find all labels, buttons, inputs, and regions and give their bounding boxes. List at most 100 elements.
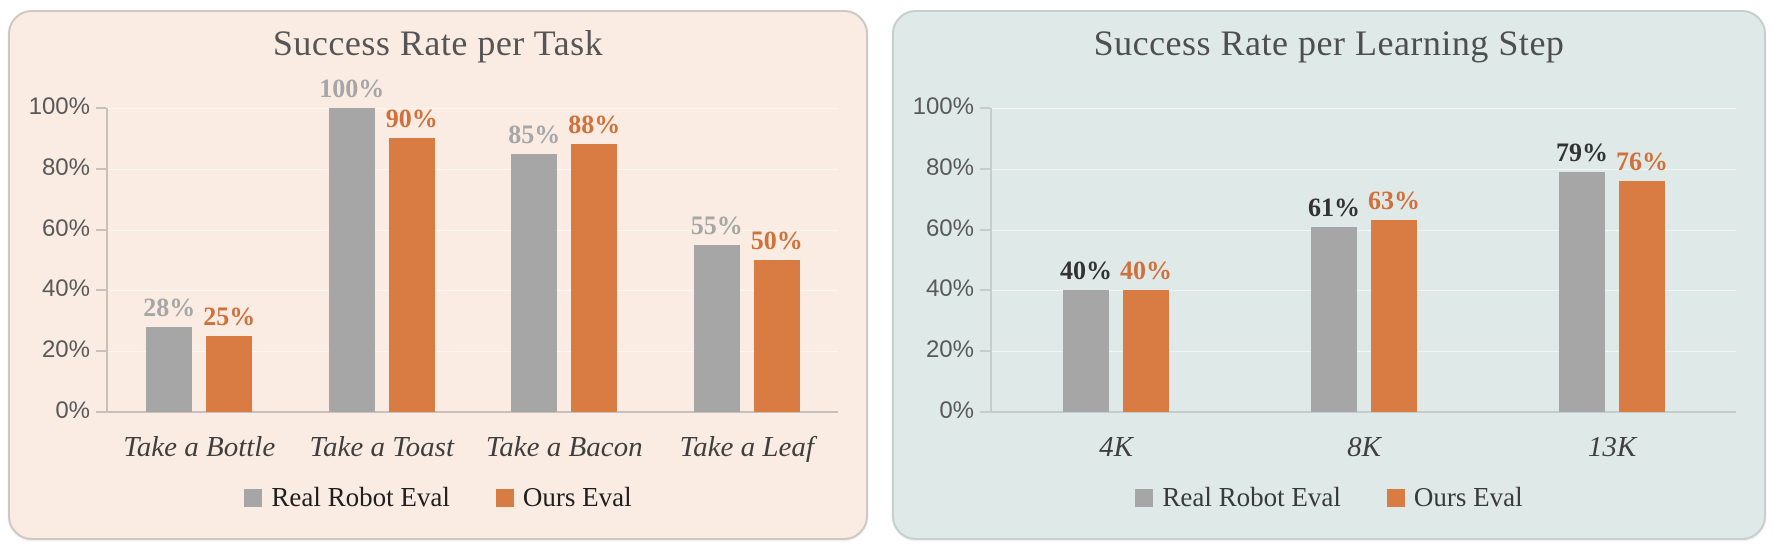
y-tick-mark: [96, 350, 106, 353]
bar-group-Take a Bottle: 28% 25%: [108, 108, 291, 412]
y-tick-label: 100%: [28, 93, 90, 120]
legend-label: Ours Eval: [1413, 482, 1523, 512]
legend-marker-icon: [1135, 488, 1154, 507]
bar-group-8K: 61% 63%: [1240, 108, 1488, 412]
y-tick-label: 100%: [912, 93, 974, 120]
y-tick-label: 0%: [55, 397, 90, 424]
bar-group-4K: 40% 40%: [992, 108, 1240, 412]
y-tick-mark: [980, 350, 990, 353]
chart-title: Success Rate per Learning Step: [1093, 23, 1565, 63]
success-rate-per-learning-step-chart: Success Rate per Learning Step 0% 20% 40% 6…: [892, 10, 1766, 540]
y-tick-label: 60%: [41, 214, 90, 242]
bar-real-robot-eval: 61%: [1308, 194, 1360, 412]
bar-ours-eval: 63%: [1368, 188, 1420, 412]
legend-label: Real Robot Eval: [1162, 482, 1341, 512]
category-label: 4K: [1099, 431, 1133, 463]
bar-ours-eval: 88%: [568, 112, 620, 412]
bar-real-robot-eval: 85%: [508, 121, 560, 412]
bar-value-label: 63%: [1368, 186, 1420, 216]
bar-value-label: 40%: [1120, 256, 1172, 286]
bar-group-13K: 79% 76%: [1488, 108, 1736, 412]
y-tick-mark: [96, 228, 106, 231]
bar-group-Take a Toast: 100% 90%: [291, 76, 474, 412]
category-label: 8K: [1347, 431, 1381, 463]
y-axis-line: [106, 108, 108, 412]
gridline-100%: [108, 108, 838, 109]
bar-value-label: 61%: [1308, 192, 1360, 222]
bar-real-robot-eval: 28%: [143, 294, 195, 412]
bar-value-label: 50%: [750, 226, 803, 255]
bar-group-Take a Bacon: 85% 88%: [473, 108, 656, 412]
plot-area: 0% 20% 40% 60% 80% 100% 40% 40% 61% 63% 79% 76%: [913, 93, 1736, 424]
legend-label: Ours Eval: [522, 482, 632, 512]
x-axis-category-labels: Take a Bottle Take a Toast Take a Bacon Tak…: [108, 426, 838, 468]
bar-ours-eval: 50%: [751, 228, 803, 412]
bar-value-label: 85%: [508, 119, 561, 149]
legend-label: Real Robot Eval: [271, 482, 450, 512]
bar-value-label: 28%: [143, 292, 196, 322]
y-tick-label: 40%: [41, 275, 90, 303]
y-tick-label: 80%: [925, 153, 974, 181]
y-tick-mark: [980, 228, 990, 231]
plot-area: 0% 20% 40% 60% 80% 100% 28% 25% 100% 90% 85% 88% 55%…: [29, 76, 839, 424]
y-tick-mark: [980, 289, 990, 292]
y-tick-mark: [96, 107, 106, 109]
bar-real-robot-eval: 100%: [319, 76, 384, 412]
success-rate-per-task-chart: Success Rate per Task 0% 20% 40% 60% 80% 100%…: [8, 10, 868, 540]
gridline-80%: [992, 168, 1736, 170]
category-label: Take a Leaf: [679, 431, 814, 463]
bar-value-label: 100%: [319, 74, 385, 103]
legend-marker-icon: [1386, 488, 1405, 507]
x-axis-category-labels: 4K 8K 13K: [992, 426, 1736, 468]
y-tick-label: 0%: [939, 397, 974, 424]
y-tick-label: 20%: [41, 336, 90, 364]
bar-value-label: 79%: [1556, 137, 1608, 167]
bar-group-container: 40% 40% 61% 63% 79% 76%: [992, 108, 1736, 412]
legend: Real Robot Eval Ours Eval: [10, 484, 866, 511]
bar-ours-eval: 76%: [1616, 148, 1668, 412]
category-label: Take a Bottle: [123, 431, 276, 463]
gridline-20%: [108, 351, 838, 353]
bar-value-label: 90%: [385, 104, 438, 134]
y-tick-mark: [96, 167, 106, 170]
bar-ours-eval: 40%: [1120, 258, 1172, 412]
x-axis-line: [990, 411, 1736, 413]
category-label: Take a Toast: [309, 431, 455, 463]
category-label: Take a Bacon: [485, 431, 643, 463]
gridline-20%: [992, 351, 1736, 353]
bar-value-label: 88%: [568, 110, 621, 140]
category-label: 13K: [1587, 431, 1637, 463]
y-tick-mark: [980, 107, 990, 109]
gridline-40%: [992, 290, 1736, 292]
y-tick-mark: [980, 167, 990, 170]
legend-entry-ours-eval: Ours Eval: [495, 482, 632, 512]
bar-value-label: 25%: [203, 302, 256, 331]
y-axis-line: [990, 108, 992, 412]
legend-marker-icon: [244, 488, 263, 507]
bar-ours-eval: 25%: [203, 304, 255, 412]
gridline-40%: [108, 290, 838, 292]
legend-marker-icon: [495, 488, 514, 507]
bar-value-label: 40%: [1060, 256, 1112, 286]
gridline-60%: [108, 229, 838, 231]
bar-ours-eval: 90%: [386, 106, 438, 412]
bar-real-robot-eval: 40%: [1060, 258, 1112, 412]
y-tick-label: 80%: [41, 153, 90, 181]
chart-title: Success Rate per Task: [272, 23, 604, 63]
bar-value-label: 76%: [1616, 146, 1668, 176]
legend: Real Robot Eval Ours Eval: [894, 484, 1764, 511]
bar-group-container: 28% 25% 100% 90% 85% 88% 55% 50%: [108, 76, 839, 412]
bar-real-robot-eval: 79%: [1556, 139, 1608, 412]
y-tick-label: 20%: [925, 336, 974, 364]
legend-entry-ours-eval: Ours Eval: [1386, 482, 1523, 512]
y-tick-mark: [980, 411, 990, 413]
bar-real-robot-eval: 55%: [691, 212, 743, 412]
y-tick-mark: [96, 289, 106, 292]
x-axis-line: [106, 411, 838, 413]
legend-entry-real-robot-eval: Real Robot Eval: [1135, 482, 1341, 512]
bar-value-label: 55%: [690, 210, 743, 240]
y-tick-label: 40%: [925, 275, 974, 303]
y-tick-mark: [96, 411, 106, 413]
bar-group-Take a Leaf: 55% 50%: [656, 108, 839, 412]
legend-entry-real-robot-eval: Real Robot Eval: [244, 482, 450, 512]
